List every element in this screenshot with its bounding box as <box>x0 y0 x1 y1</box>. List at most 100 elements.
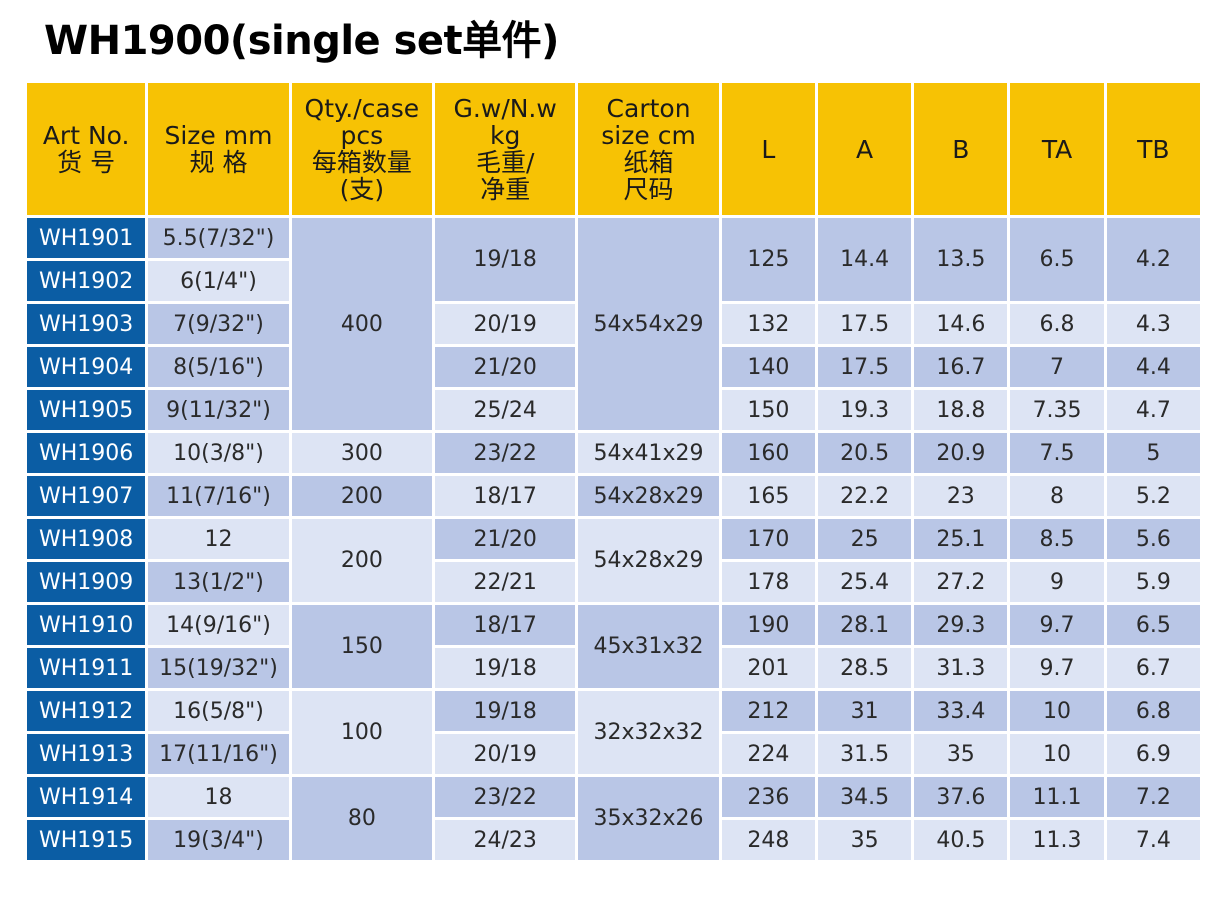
table-row: WH1913 17(11/16") 20/19 224 31.5 35 10 6.9 <box>27 734 1200 774</box>
dim-a-cell: 19.3 <box>817 390 912 430</box>
dim-ta-cell: 7.35 <box>1010 390 1104 430</box>
size-cell: 9(11/32") <box>148 390 289 430</box>
size-cell: 17(11/16") <box>148 734 289 774</box>
dim-tb-cell: 7.4 <box>1106 820 1200 860</box>
size-cell: 11(7/16") <box>148 476 289 516</box>
dim-tb-cell: 7.2 <box>1106 777 1200 817</box>
dim-b-cell: 31.3 <box>914 648 1008 688</box>
header-line: (支) <box>339 175 385 204</box>
dim-tb-cell: 6.7 <box>1106 648 1200 688</box>
art-no-cell: WH1902 <box>27 261 146 301</box>
dim-ta-cell: 9 <box>1010 562 1104 602</box>
dim-b-cell: 18.8 <box>914 390 1008 430</box>
weight-cell: 24/23 <box>435 820 576 860</box>
dim-tb-cell: 4.2 <box>1106 218 1200 301</box>
header-dim-b: B <box>914 83 1008 215</box>
dim-ta-cell: 6.8 <box>1010 304 1104 344</box>
dim-b-cell: 37.6 <box>914 777 1008 817</box>
dim-b-cell: 35 <box>914 734 1008 774</box>
spec-table: Art No. 货 号 Size mm 规 格 Qty./case pcs 每箱数量 (支) G… <box>24 80 1203 863</box>
dim-l-cell: 248 <box>721 820 815 860</box>
header-line: 纸箱 <box>623 148 674 177</box>
header-carton-size: Carton size cm 纸箱 尺码 <box>578 83 719 215</box>
header-line: kg <box>490 121 521 150</box>
dim-a-cell: 14.4 <box>817 218 912 301</box>
dim-b-cell: 25.1 <box>914 519 1008 559</box>
dim-a-cell: 17.5 <box>817 347 912 387</box>
carton-cell: 35x32x26 <box>578 777 719 860</box>
dim-l-cell: 132 <box>721 304 815 344</box>
dim-l-cell: 140 <box>721 347 815 387</box>
weight-cell: 22/21 <box>435 562 576 602</box>
carton-cell: 54x28x29 <box>578 476 719 516</box>
header-line: Art No. <box>42 121 130 150</box>
dim-b-cell: 23 <box>914 476 1008 516</box>
carton-cell: 45x31x32 <box>578 605 719 688</box>
dim-b-cell: 27.2 <box>914 562 1008 602</box>
size-cell: 16(5/8") <box>148 691 289 731</box>
dim-ta-cell: 6.5 <box>1010 218 1104 301</box>
weight-cell: 20/19 <box>435 734 576 774</box>
size-cell: 12 <box>148 519 289 559</box>
dim-a-cell: 25.4 <box>817 562 912 602</box>
header-line: 货 号 <box>57 148 116 177</box>
header-art-no: Art No. 货 号 <box>27 83 146 215</box>
dim-ta-cell: 8 <box>1010 476 1104 516</box>
dim-l-cell: 178 <box>721 562 815 602</box>
header-line: Size mm <box>164 121 273 150</box>
art-no-cell: WH1906 <box>27 433 146 473</box>
size-cell: 14(9/16") <box>148 605 289 645</box>
dim-ta-cell: 10 <box>1010 691 1104 731</box>
table-row: WH1905 9(11/32") 25/24 150 19.3 18.8 7.35 4.7 <box>27 390 1200 430</box>
dim-b-cell: 29.3 <box>914 605 1008 645</box>
table-row: WH1909 13(1/2") 22/21 178 25.4 27.2 9 5.9 <box>27 562 1200 602</box>
dim-ta-cell: 9.7 <box>1010 605 1104 645</box>
dim-a-cell: 25 <box>817 519 912 559</box>
dim-l-cell: 201 <box>721 648 815 688</box>
dim-tb-cell: 6.8 <box>1106 691 1200 731</box>
dim-l-cell: 190 <box>721 605 815 645</box>
header-line: TA <box>1041 134 1073 164</box>
art-no-cell: WH1913 <box>27 734 146 774</box>
header-line: size cm <box>601 121 696 150</box>
dim-l-cell: 160 <box>721 433 815 473</box>
dim-l-cell: 236 <box>721 777 815 817</box>
art-no-cell: WH1912 <box>27 691 146 731</box>
header-row: Art No. 货 号 Size mm 规 格 Qty./case pcs 每箱数量 (支) G… <box>27 83 1200 215</box>
dim-a-cell: 22.2 <box>817 476 912 516</box>
dim-tb-cell: 6.5 <box>1106 605 1200 645</box>
weight-cell: 18/17 <box>435 476 576 516</box>
dim-l-cell: 165 <box>721 476 815 516</box>
weight-cell: 19/18 <box>435 691 576 731</box>
dim-ta-cell: 7.5 <box>1010 433 1104 473</box>
dim-a-cell: 20.5 <box>817 433 912 473</box>
page-title: WH1900(single set单件) <box>44 18 559 64</box>
dim-a-cell: 17.5 <box>817 304 912 344</box>
dim-a-cell: 35 <box>817 820 912 860</box>
weight-cell: 19/18 <box>435 218 576 301</box>
table-row: WH1901 5.5(7/32") 400 19/18 54x54x29 125 14.4 1… <box>27 218 1200 430</box>
weight-cell: 19/18 <box>435 648 576 688</box>
table-row: WH1912 16(5/8") 100 19/18 32x32x32 212 31 33.4 1… <box>27 691 1200 774</box>
dim-tb-cell: 4.7 <box>1106 390 1200 430</box>
carton-cell: 54x41x29 <box>578 433 719 473</box>
table-row: WH1914 18 80 23/22 35x32x26 236 34.5 37.6 11.1 7.… <box>27 777 1200 860</box>
header-qty-per-case: Qty./case pcs 每箱数量 (支) <box>291 83 433 215</box>
dim-b-cell: 13.5 <box>914 218 1008 301</box>
dim-l-cell: 125 <box>721 218 815 301</box>
weight-cell: 23/22 <box>435 433 576 473</box>
header-dim-tb: TB <box>1106 83 1200 215</box>
art-no-cell: WH1910 <box>27 605 146 645</box>
weight-cell: 23/22 <box>435 777 576 817</box>
table-row: WH1906 10(3/8") 300 23/22 54x41x29 160 20.5 20.… <box>27 433 1200 473</box>
size-cell: 15(19/32") <box>148 648 289 688</box>
dim-a-cell: 28.5 <box>817 648 912 688</box>
table-row: WH1915 19(3/4") 24/23 248 35 40.5 11.3 7.4 <box>27 820 1200 860</box>
header-line: 尺码 <box>623 175 674 204</box>
size-cell: 13(1/2") <box>148 562 289 602</box>
dim-a-cell: 31.5 <box>817 734 912 774</box>
weight-cell: 20/19 <box>435 304 576 344</box>
qty-cell: 100 <box>291 691 433 774</box>
dim-l-cell: 224 <box>721 734 815 774</box>
header-line: B <box>952 134 970 164</box>
